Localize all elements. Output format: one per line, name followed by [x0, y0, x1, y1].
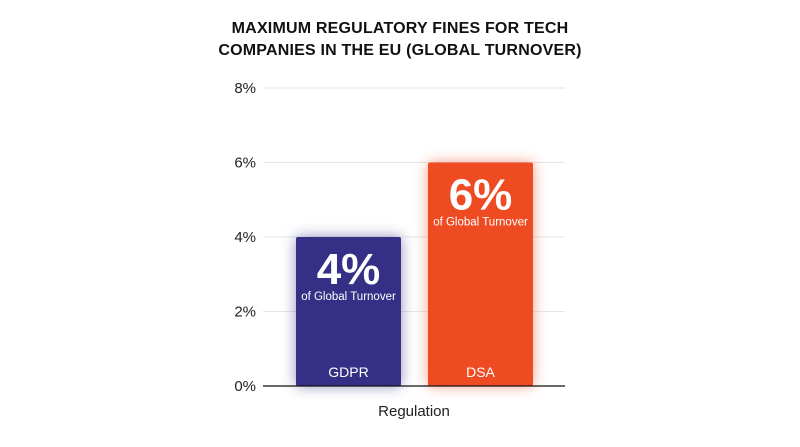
- y-tick-label: 6%: [234, 155, 256, 172]
- y-tick-label: 2%: [234, 304, 256, 321]
- bar-value-sublabel: of Global Turnover: [301, 291, 396, 303]
- chart-title: MAXIMUM REGULATORY FINES FOR TECH COMPAN…: [0, 18, 800, 62]
- bar-group-dsa: 6%of Global Turnover DSA: [428, 162, 533, 386]
- y-tick-label: 0%: [234, 378, 256, 395]
- chart-title-line-2: COMPANIES IN THE EU (GLOBAL TURNOVER): [218, 42, 582, 59]
- bar-value-sublabel: of Global Turnover: [433, 217, 528, 229]
- bar-dsa: [428, 162, 533, 386]
- chart-title-line-1: MAXIMUM REGULATORY FINES FOR TECH: [231, 20, 569, 37]
- bar-group-gdpr: 4%of Global Turnover GDPR: [296, 237, 401, 386]
- bar-gdpr: [296, 237, 401, 386]
- bar-value-label: 4%: [317, 245, 381, 294]
- x-axis-label: Regulation: [378, 403, 450, 420]
- bar-category-label: GDPR: [328, 364, 368, 380]
- bar-value-label: 6%: [449, 171, 513, 220]
- y-axis-ticks: 0% 2% 4% 6% 8%: [234, 80, 256, 395]
- y-tick-label: 8%: [234, 80, 256, 97]
- y-tick-label: 4%: [234, 229, 256, 246]
- bar-category-label: DSA: [466, 364, 495, 380]
